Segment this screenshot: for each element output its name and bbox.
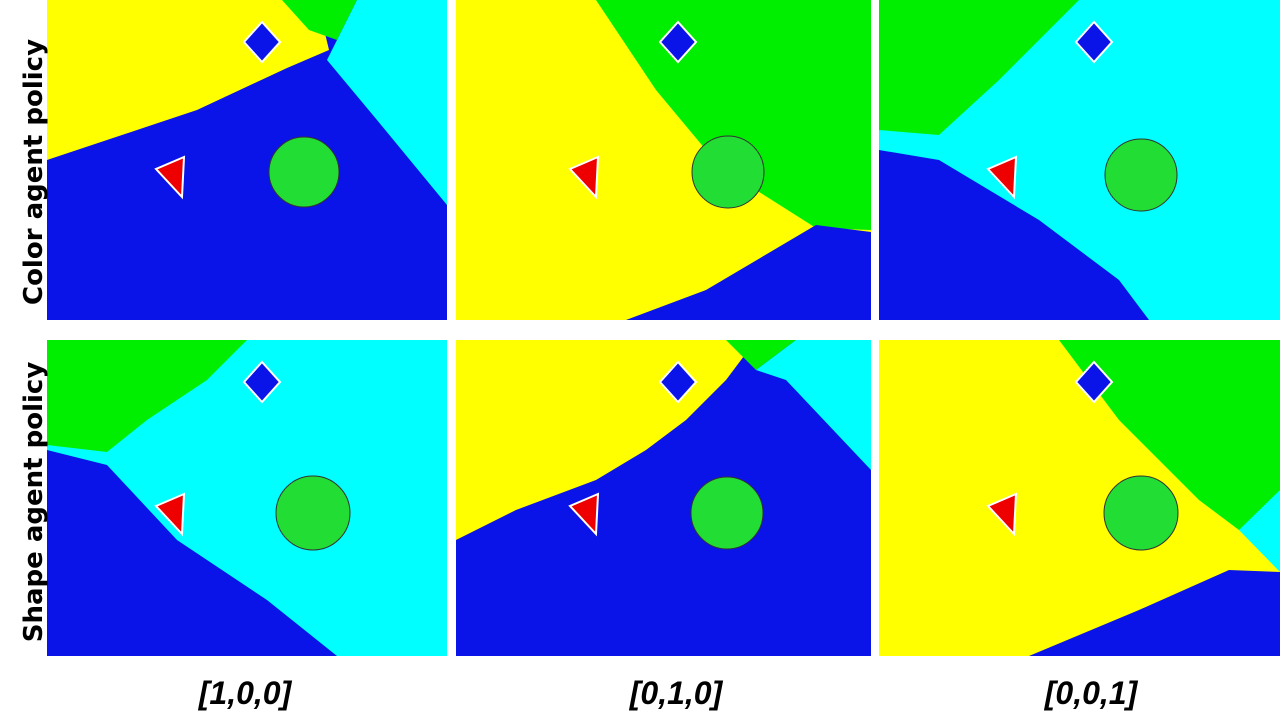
- green-circle: [690, 476, 764, 550]
- row-label: Shape agent policy: [19, 362, 49, 643]
- region: [47, 340, 247, 452]
- green-circle: [1104, 138, 1178, 212]
- red-triangle: [986, 155, 1018, 200]
- region: [879, 150, 1149, 320]
- region: [596, 0, 871, 230]
- policy-map: [456, 340, 871, 656]
- region: [327, 0, 447, 205]
- red-triangle: [154, 155, 186, 200]
- policy-map: [456, 0, 871, 320]
- red-triangle: [568, 155, 600, 200]
- green-circle: [691, 135, 765, 209]
- blue-diamond: [242, 360, 282, 404]
- red-triangle: [154, 492, 186, 537]
- policy-map: [879, 340, 1280, 656]
- blue-diamond: [1074, 20, 1114, 64]
- blue-diamond: [242, 20, 282, 64]
- policy-map: [47, 0, 447, 320]
- green-circle: [275, 475, 351, 551]
- blue-diamond: [658, 20, 698, 64]
- green-circle: [1103, 475, 1179, 551]
- panels: [47, 0, 1280, 656]
- policy-map: [47, 340, 447, 656]
- column-label: [1,0,0]: [198, 675, 293, 711]
- region: [1239, 490, 1280, 572]
- region: [282, 0, 357, 40]
- region: [726, 340, 796, 370]
- policy-map: [879, 0, 1280, 320]
- column-label: [0,1,0]: [629, 675, 724, 711]
- region: [756, 340, 871, 470]
- green-circle: [268, 136, 340, 208]
- region: [1059, 340, 1280, 530]
- red-triangle: [986, 492, 1018, 537]
- blue-diamond: [1074, 360, 1114, 404]
- column-label: [0,0,1]: [1044, 675, 1139, 711]
- region: [47, 450, 337, 656]
- region: [1029, 570, 1280, 656]
- blue-diamond: [658, 360, 698, 404]
- row-label: Color agent policy: [19, 39, 49, 305]
- region: [879, 0, 1079, 135]
- red-triangle: [568, 492, 600, 537]
- region: [626, 225, 871, 320]
